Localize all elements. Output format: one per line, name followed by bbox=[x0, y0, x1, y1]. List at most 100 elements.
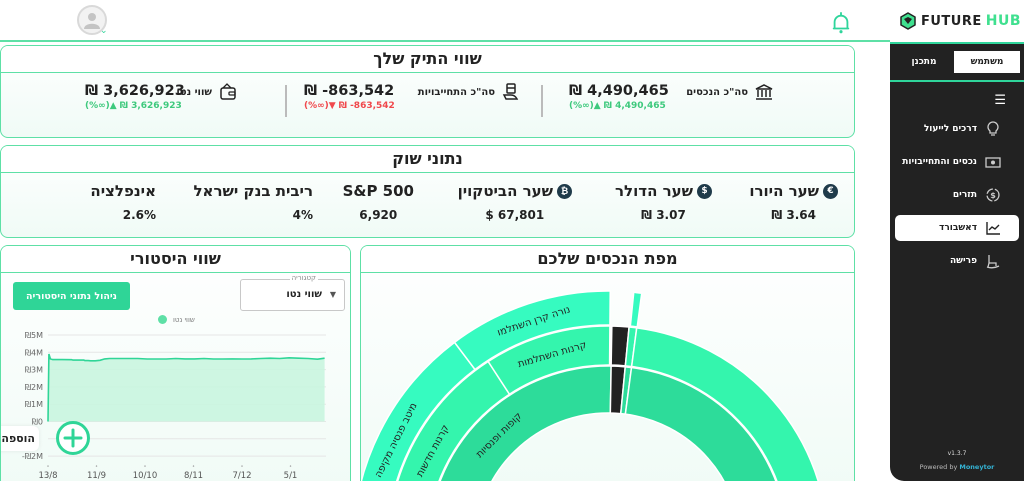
area-line bbox=[47, 353, 325, 422]
sunburst-segment[interactable] bbox=[629, 291, 643, 328]
legend-dot bbox=[158, 315, 167, 324]
x-tick-label: 5/1 bbox=[284, 471, 298, 481]
market-item-sp500: S&P 500 6,920 bbox=[342, 182, 414, 222]
market-title: נתוני שוק bbox=[1, 146, 854, 173]
logo[interactable]: FUTURE HUB bbox=[890, 0, 1024, 42]
total-assets-change: (%∞)▲ ₪ 4,490,465 bbox=[569, 101, 666, 111]
sidebar-item-cashflow[interactable]: $ תזרים bbox=[895, 182, 1019, 208]
sunburst-segment[interactable] bbox=[630, 327, 828, 481]
total-liabilities-value: ₪ -863,542 bbox=[304, 83, 395, 99]
sidebar-item-dashboard[interactable]: דאשבורד bbox=[895, 215, 1019, 241]
lightbulb-icon bbox=[987, 121, 999, 136]
sunburst-segment[interactable] bbox=[624, 366, 788, 481]
role-tabs: מתכנן משתמש bbox=[890, 42, 1024, 82]
legend-label: שווי נטו bbox=[173, 315, 195, 324]
chevron-down-icon[interactable]: ⌄ bbox=[100, 26, 108, 36]
market-data-card: נתוני שוק € שער היורו ₪ 3.64 $ שער הדולר ₪… bbox=[0, 145, 855, 238]
logo-text-future: FUTURE bbox=[921, 13, 982, 29]
logo-cube-icon bbox=[900, 12, 916, 30]
total-liabilities-values: ₪ -863,542 (%∞)▼ ₪ -863,542 bbox=[304, 83, 395, 111]
y-tick-label: ₪3M bbox=[25, 366, 43, 375]
moneytor-link[interactable]: Moneytor bbox=[959, 463, 995, 471]
chart-legend[interactable]: שווי נטו bbox=[158, 315, 195, 324]
net-worth-change: (%∞)▲ ₪ 3,626,923 bbox=[85, 101, 182, 111]
portfolio-title: שווי התיק שלך bbox=[1, 46, 854, 73]
total-liabilities-label: סה"כ התחייבויות bbox=[418, 82, 521, 102]
user-avatar-button[interactable] bbox=[77, 5, 107, 35]
user-avatar-icon bbox=[84, 13, 100, 29]
x-tick-label: 13/8 bbox=[38, 471, 57, 481]
category-value: שווי נטו bbox=[286, 289, 322, 300]
market-value: 6,920 bbox=[359, 208, 398, 222]
sunburst-segment[interactable] bbox=[453, 290, 611, 371]
y-tick-label: ₪2M bbox=[25, 383, 43, 392]
add-tooltip: הוספה bbox=[1, 426, 39, 451]
market-item-dollar: $ שער הדולר ₪ 3.07 bbox=[615, 182, 712, 222]
hamburger-menu-icon[interactable]: ☰ bbox=[994, 93, 1006, 108]
history-title: שווי היסטורי bbox=[1, 246, 350, 273]
area-fill bbox=[48, 354, 325, 422]
net-worth-values: ₪ 3,626,923 (%∞)▲ ₪ 3,626,923 bbox=[85, 83, 185, 111]
y-tick-label: -₪2M bbox=[22, 452, 43, 461]
money-icon bbox=[985, 157, 1001, 168]
total-assets-value: ₪ 4,490,465 bbox=[569, 83, 669, 99]
net-worth-value: ₪ 3,626,923 bbox=[85, 83, 185, 99]
sidebar-item-assets-liabilities[interactable]: נכסים והתחייבויות bbox=[895, 149, 1019, 175]
market-value: ₪ 3.07 bbox=[641, 208, 686, 222]
market-value: $ 67,801 bbox=[485, 208, 545, 222]
history-area-chart[interactable]: -₪2M ₪0 ₪1M ₪2M ₪3M ₪4M ₪5M 13/8 11/9 10/10 8/11 7/… bbox=[1, 321, 351, 481]
sidebar-nav: דרכים לייעול נכסים והתחייבויות $ תזרים ד… bbox=[895, 116, 1019, 281]
market-item-euro: € שער היורו ₪ 3.64 bbox=[749, 182, 838, 222]
total-assets-label: סה"כ הנכסים bbox=[686, 82, 774, 102]
y-tick-label: ₪0 bbox=[32, 418, 43, 427]
top-bar: ⌄ bbox=[0, 0, 890, 42]
svg-text:$: $ bbox=[990, 191, 996, 200]
tab-user[interactable]: משתמש bbox=[954, 51, 1020, 73]
total-liabilities-change: (%∞)▼ ₪ -863,542 bbox=[304, 101, 395, 111]
euro-icon: € bbox=[823, 183, 838, 199]
market-value: ₪ 3.64 bbox=[771, 208, 816, 222]
market-item-boi-rate: ריבית בנק ישראל 4% bbox=[193, 182, 313, 222]
y-tick-label: ₪4M bbox=[25, 348, 43, 357]
sidebar-item-retirement[interactable]: פרישה bbox=[895, 248, 1019, 274]
market-item-inflation: אינפלציה 2.6% bbox=[90, 182, 156, 222]
manage-history-button[interactable]: ניהול נתוני היסטוריה bbox=[13, 282, 130, 310]
add-button[interactable] bbox=[56, 421, 90, 455]
plus-icon bbox=[63, 428, 83, 448]
history-card: שווי היסטורי ניהול נתוני היסטוריה קטגורי… bbox=[0, 245, 351, 481]
assets-map-title: מפת הנכסים שלכם bbox=[361, 246, 854, 273]
y-tick-label: ₪5M bbox=[25, 331, 43, 340]
tab-planner[interactable]: מתכנן bbox=[911, 57, 937, 67]
rocking-chair-icon bbox=[986, 255, 1000, 269]
powered-by: Powered by Moneytor bbox=[919, 463, 995, 471]
bank-icon bbox=[755, 84, 773, 100]
sidebar-item-label: נכסים והתחייבויות bbox=[902, 157, 977, 167]
version-label: v1.3.7 bbox=[947, 450, 967, 457]
market-value: 4% bbox=[292, 208, 313, 222]
wallet-icon bbox=[220, 83, 236, 100]
category-label: קטגוריה bbox=[289, 274, 318, 282]
assets-map-card: מפת הנכסים שלכם קופות ופנסיות קרנות חדשות… bbox=[360, 245, 855, 481]
cashflow-icon: $ bbox=[986, 188, 1000, 202]
net-worth-label: שווי נטו bbox=[176, 82, 238, 102]
sunburst-segment[interactable] bbox=[487, 325, 611, 396]
category-select[interactable]: קטגוריה שווי נטו ▼ bbox=[240, 274, 345, 311]
divider bbox=[285, 85, 287, 117]
x-tick-label: 11/9 bbox=[87, 471, 106, 481]
portfolio-card: שווי התיק שלך סה"כ הנכסים ₪ 4,490,465 (%… bbox=[0, 45, 855, 138]
market-item-bitcoin: ₿ שער הביטקוין $ 67,801 bbox=[458, 182, 572, 222]
total-assets-values: ₪ 4,490,465 (%∞)▲ ₪ 4,490,465 bbox=[569, 83, 669, 111]
y-tick-label: ₪1M bbox=[25, 400, 43, 409]
sidebar-item-label: דרכים לייעול bbox=[923, 124, 977, 134]
market-value: 2.6% bbox=[122, 208, 156, 222]
sidebar-item-efficiency[interactable]: דרכים לייעול bbox=[895, 116, 1019, 142]
bell-icon[interactable] bbox=[830, 11, 852, 35]
sidebar-item-label: תזרים bbox=[952, 190, 977, 200]
logo-text-hub: HUB bbox=[985, 13, 1022, 29]
bitcoin-icon: ₿ bbox=[557, 183, 572, 199]
dollar-icon: $ bbox=[697, 183, 712, 199]
sidebar-item-label: פרישה bbox=[950, 256, 977, 266]
sidebar-item-label: דאשבורד bbox=[939, 223, 977, 233]
sidebar: FUTURE HUB מתכנן משתמש ☰ דרכים לייעול נכ… bbox=[890, 0, 1024, 481]
